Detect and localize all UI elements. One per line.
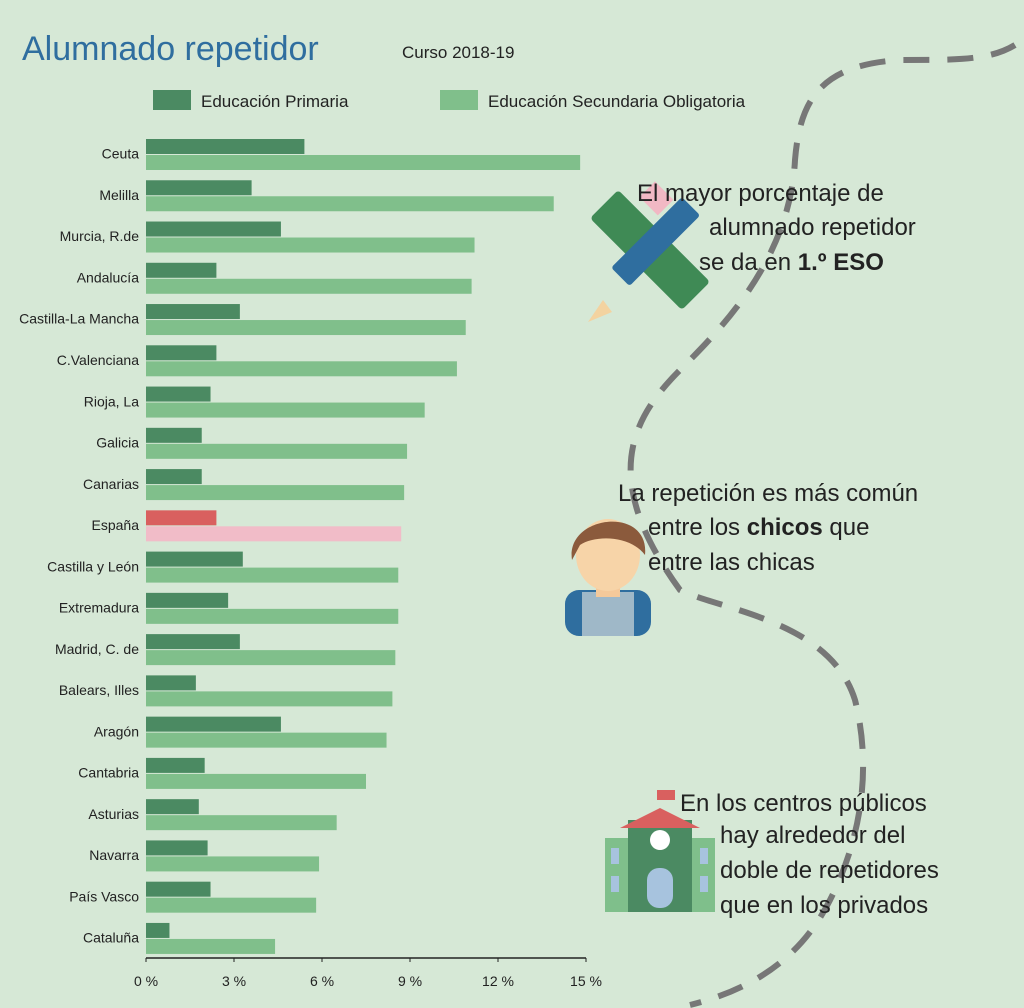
bar [146,469,202,485]
y-tick-label: País Vasco [69,888,139,904]
bar [146,592,229,608]
y-tick-label: Ceuta [102,146,140,162]
bar [146,180,252,196]
bar [146,922,170,938]
legend-swatch [153,90,191,110]
annotation-line: se da en 1.º ESO [699,249,884,276]
bar [146,361,457,377]
y-tick-label: Castilla y León [47,558,139,574]
y-tick-label: Balears, Illes [59,682,139,698]
bar [146,634,240,650]
annotation-line: entre los chicos que [648,514,869,541]
annotation-line: entre las chicas [648,549,815,576]
y-tick-label: Cantabria [78,765,139,781]
bar [146,510,217,526]
annotation-text: entre los [648,514,747,541]
bar [146,691,393,707]
y-tick-label: Melilla [99,187,139,203]
bar [146,221,281,237]
school-icon [605,790,715,912]
y-tick-label: Castilla-La Mancha [19,311,139,327]
bar [146,773,366,789]
bar [146,567,399,583]
annotation-text: se da en [699,249,798,276]
y-tick-label: Galicia [96,435,139,451]
annotation-bold: 1.º ESO [798,249,884,276]
x-tick-label: 0 % [134,973,158,989]
boy-icon [565,519,651,636]
x-tick-label: 15 % [570,973,602,989]
annotation-text: que [823,514,870,541]
annotation-bold: chicos [747,514,823,541]
bar [146,815,337,831]
bar [146,196,554,212]
bar [146,757,205,773]
bar [146,799,199,815]
bar [146,675,196,691]
bar [146,386,211,402]
annotation-line: doble de repetidores [720,857,939,884]
bar [146,155,581,170]
annotation-line: alumnado repetidor [709,214,916,241]
bar [146,427,202,443]
bar [146,320,466,336]
bar [146,856,320,872]
y-tick-label: Navarra [89,847,139,863]
legend: Educación Primaria Educación Secundaria O… [153,90,746,111]
y-tick-label: Asturias [88,806,139,822]
y-tick-label: Extremadura [59,600,139,616]
annotation-line: En los centros públicos [680,790,927,817]
y-tick-label: Rioja, La [84,393,139,409]
y-tick-label: Murcia, R.de [60,228,140,244]
bar [146,262,217,278]
bar [146,485,405,501]
legend-label: Educación Secundaria Obligatoria [488,92,746,111]
bar [146,304,240,320]
bar [146,938,276,954]
bar [146,551,243,567]
dashed-path [627,42,1017,1008]
y-tick-label: Madrid, C. de [55,641,139,657]
x-tick-label: 12 % [482,973,514,989]
legend-label: Educación Primaria [201,92,349,111]
bar [146,897,317,913]
chart-subtitle: Curso 2018-19 [402,43,514,62]
plot: 0 % 3 % 6 % 9 % 12 % 15 % Ceuta Melilla Murcia, … [19,139,602,989]
bar [146,716,281,732]
bar [146,443,408,459]
bar [146,237,475,253]
x-tick-label: 6 % [310,973,334,989]
annotation-line: hay alrededor del [720,822,905,849]
x-tick-label: 9 % [398,973,422,989]
bar [146,345,217,361]
y-tick-label: España [92,517,140,533]
bar [146,278,472,294]
bar [146,881,211,897]
x-tick-label: 3 % [222,973,246,989]
bar [146,732,387,748]
ruler-pencil-icon [588,181,709,322]
annotation-line: El mayor porcentaje de [637,180,884,207]
chart-title: Alumnado repetidor [22,30,319,68]
y-tick-label: Cataluña [83,930,139,946]
annotation-line: La repetición es más común [618,480,918,507]
bar [146,526,402,542]
bar [146,139,305,154]
y-tick-label: Andalucía [77,269,139,285]
bar [146,402,425,418]
y-tick-label: C.Valenciana [57,352,139,368]
y-tick-label: Canarias [83,476,139,492]
bar [146,840,208,856]
annotation-line: que en los privados [720,892,928,919]
bar [146,608,399,624]
legend-swatch [440,90,478,110]
y-tick-label: Aragón [94,723,139,739]
bar [146,650,396,666]
